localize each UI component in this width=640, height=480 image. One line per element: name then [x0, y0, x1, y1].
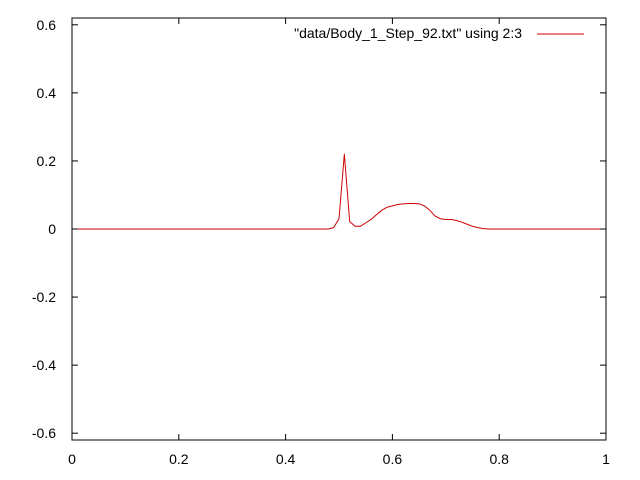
plot-group [72, 153, 606, 230]
y-tick-label: 0.2 [37, 153, 57, 169]
series-line [72, 153, 606, 230]
legend: "data/Body_1_Step_92.txt" using 2:3 [294, 25, 584, 41]
legend-label: "data/Body_1_Step_92.txt" using 2:3 [294, 25, 522, 41]
y-tick-label: -0.4 [32, 357, 56, 373]
x-axis: 0 0.2 0.4 0.6 0.8 1 [68, 18, 610, 467]
x-tick-label: 0.4 [276, 451, 296, 467]
y-tick-label: 0.4 [37, 85, 57, 101]
y-tick-label: -0.2 [32, 289, 56, 305]
x-tick-label: 0.2 [169, 451, 189, 467]
x-tick-label: 1 [602, 451, 610, 467]
y-tick-label: -0.6 [32, 425, 56, 441]
y-tick-label: 0.6 [37, 17, 57, 33]
x-tick-label: 0.8 [489, 451, 509, 467]
x-tick-label: 0 [68, 451, 76, 467]
y-axis: -0.6 -0.4 -0.2 0 0.2 0.4 0.6 [32, 17, 606, 441]
x-tick-label: 0.6 [383, 451, 403, 467]
y-tick-label: 0 [48, 221, 56, 237]
